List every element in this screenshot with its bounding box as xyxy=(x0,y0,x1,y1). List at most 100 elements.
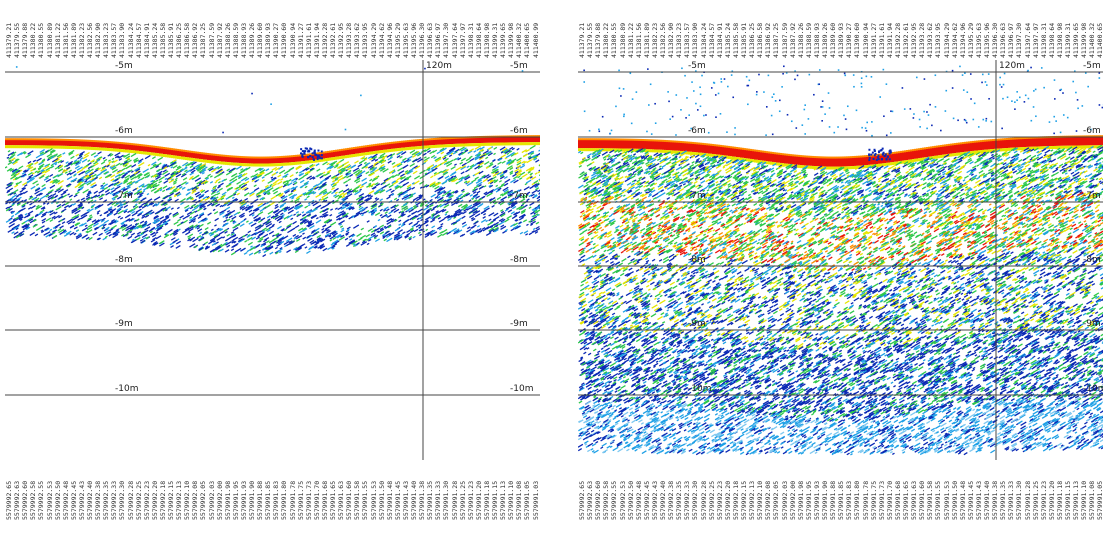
coordinate-tick-label: 411389.26 xyxy=(248,22,256,58)
coordinate-tick-label: 411400.65 xyxy=(1096,22,1103,58)
coordinate-tick-label: 411391.61 xyxy=(877,22,886,58)
coordinate-tick-label: 5579991.65 xyxy=(902,480,910,520)
echo-returns xyxy=(578,65,1103,456)
coordinate-tick-label: 411380.89 xyxy=(618,22,627,58)
depth-grid xyxy=(5,60,540,460)
depth-label-right: -5m xyxy=(1083,61,1101,71)
depth-label-left: -5m xyxy=(688,61,706,71)
coordinate-tick-label: 411381.89 xyxy=(642,22,651,58)
coordinate-tick-label: 5579992.10 xyxy=(183,480,192,520)
coordinate-tick-label: 411391.27 xyxy=(296,22,305,58)
coordinate-tick-label: 5579991.18 xyxy=(1055,480,1064,520)
coordinate-tick-label: 411393.95 xyxy=(934,22,943,58)
coordinate-tick-label: 5579991.23 xyxy=(466,480,475,520)
coordinate-tick-label: 411391.94 xyxy=(312,22,321,58)
coordinate-tick-label: 411391.94 xyxy=(885,22,894,58)
coordinate-tick-label: 5579991.75 xyxy=(296,480,305,520)
coordinate-tick-label: 411383.90 xyxy=(691,22,700,58)
coordinate-tick-label: 411389.93 xyxy=(264,22,273,58)
coordinate-tick-label: 411387.59 xyxy=(207,22,216,58)
coordinate-tick-label: 411399.98 xyxy=(1080,22,1089,58)
coordinate-tick-label: 5579992.20 xyxy=(150,480,159,520)
coordinate-tick-label: 411395.29 xyxy=(966,22,975,58)
coordinate-tick-label: 5579991.85 xyxy=(837,480,846,520)
easting-tick-strip: 411379.21 411379.55 411379.88 411380.22 4113… xyxy=(5,0,540,60)
coordinate-tick-label: 5579991.93 xyxy=(239,480,248,520)
coordinate-tick-label: 5579992.63 xyxy=(13,480,22,520)
coordinate-tick-label: 5579991.60 xyxy=(345,480,354,520)
coordinate-tick-label: 5579991.40 xyxy=(983,480,991,520)
coordinate-tick-label: 5579991.98 xyxy=(796,480,805,520)
depth-label-left: -5m xyxy=(115,61,133,71)
coordinate-tick-label: 411385.24 xyxy=(723,22,732,58)
coordinate-tick-label: 411397.64 xyxy=(450,22,459,58)
coordinate-tick-label: 411388.26 xyxy=(796,22,805,58)
depth-label-right: -6m xyxy=(1083,126,1101,136)
coordinate-tick-label: 5579991.95 xyxy=(231,480,240,520)
coordinate-tick-label: 5579991.73 xyxy=(877,480,886,520)
coordinate-tick-label: 5579991.48 xyxy=(385,480,394,520)
easting-tick-strip: 411379.21 411379.55 411379.88 411380.22 4113… xyxy=(578,0,1103,60)
coordinate-tick-label: 411397.97 xyxy=(458,22,467,58)
coordinate-tick-label: 5579991.15 xyxy=(491,480,499,520)
coordinate-tick-label: 411396.30 xyxy=(991,22,1000,58)
coordinate-tick-label: 411395.96 xyxy=(983,22,991,58)
coordinate-tick-label: 5579991.88 xyxy=(829,480,838,520)
depth-label-right: -10m xyxy=(510,384,534,394)
coordinate-tick-label: 411394.29 xyxy=(942,22,951,58)
coordinate-tick-label: 5579991.35 xyxy=(999,480,1008,520)
coordinate-tick-label: 411390.60 xyxy=(280,22,289,58)
coordinate-tick-label: 5579991.63 xyxy=(337,480,346,520)
coordinate-tick-label: 411388.26 xyxy=(223,22,232,58)
coordinate-tick-label: 411397.30 xyxy=(442,22,451,58)
coordinate-tick-label: 411390.94 xyxy=(288,22,297,58)
depth-label-left: -7m xyxy=(115,191,133,201)
coordinate-tick-label: 5579991.75 xyxy=(869,480,878,520)
coordinate-tick-label: 411393.95 xyxy=(361,22,370,58)
coordinate-tick-label: 5579991.25 xyxy=(1031,480,1040,520)
coordinate-tick-label: 5579992.20 xyxy=(723,480,732,520)
coordinate-tick-label: 5579992.40 xyxy=(659,480,667,520)
coordinate-tick-label: 5579991.48 xyxy=(958,480,967,520)
coordinate-tick-label: 5579992.43 xyxy=(77,480,86,520)
coordinate-tick-label: 5579991.35 xyxy=(426,480,435,520)
coordinate-tick-label: 411379.21 xyxy=(5,22,13,58)
coordinate-tick-label: 5579991.80 xyxy=(853,480,862,520)
coordinate-tick-label: 411398.64 xyxy=(1047,22,1056,58)
coordinate-tick-label: 5579992.63 xyxy=(586,480,595,520)
coordinate-tick-label: 5579992.38 xyxy=(667,480,676,520)
coordinate-tick-label: 411396.63 xyxy=(999,22,1008,58)
coordinate-tick-label: 411393.28 xyxy=(345,22,354,58)
coordinate-tick-label: 411396.63 xyxy=(426,22,435,58)
depth-label-left: -7m xyxy=(688,191,706,201)
coordinate-tick-label: 5579992.50 xyxy=(53,480,62,520)
coordinate-tick-label: 411399.31 xyxy=(1064,22,1072,58)
coordinate-tick-label: 411390.60 xyxy=(853,22,862,58)
coordinate-tick-label: 5579991.55 xyxy=(934,480,943,520)
coordinate-tick-label: 411387.25 xyxy=(199,22,208,58)
coordinate-tick-label: 411382.56 xyxy=(659,22,667,58)
coordinate-tick-label: 411379.88 xyxy=(594,22,603,58)
coordinate-tick-label: 5579992.18 xyxy=(731,480,740,520)
coordinate-tick-label: 411384.91 xyxy=(142,22,151,58)
coordinate-tick-label: 5579992.65 xyxy=(5,480,13,520)
coordinate-tick-label: 411392.61 xyxy=(329,22,337,58)
coordinate-tick-label: 5579992.50 xyxy=(626,480,635,520)
coordinate-tick-label: 411381.89 xyxy=(69,22,78,58)
coordinate-tick-label: 5579991.53 xyxy=(942,480,951,520)
depth-label-left: -10m xyxy=(115,384,139,394)
coordinate-tick-label: 411387.25 xyxy=(772,22,781,58)
coordinate-tick-label: 411397.64 xyxy=(1023,22,1032,58)
coordinate-tick-label: 411399.65 xyxy=(1072,22,1081,58)
coordinate-tick-label: 411391.27 xyxy=(869,22,878,58)
coordinate-tick-label: 5579991.78 xyxy=(288,480,297,520)
coordinate-tick-label: 5579992.40 xyxy=(86,480,94,520)
coordinate-tick-label: 5579992.48 xyxy=(634,480,643,520)
coordinate-tick-label: 5579992.23 xyxy=(715,480,724,520)
coordinate-tick-label: 5579992.55 xyxy=(37,480,46,520)
coordinate-tick-label: 5579991.60 xyxy=(918,480,927,520)
coordinate-tick-label: 5579991.30 xyxy=(1015,480,1024,520)
depth-label-left: -8m xyxy=(688,255,706,265)
coordinate-tick-label: 5579992.23 xyxy=(142,480,151,520)
coordinate-tick-label: 5579991.70 xyxy=(885,480,894,520)
